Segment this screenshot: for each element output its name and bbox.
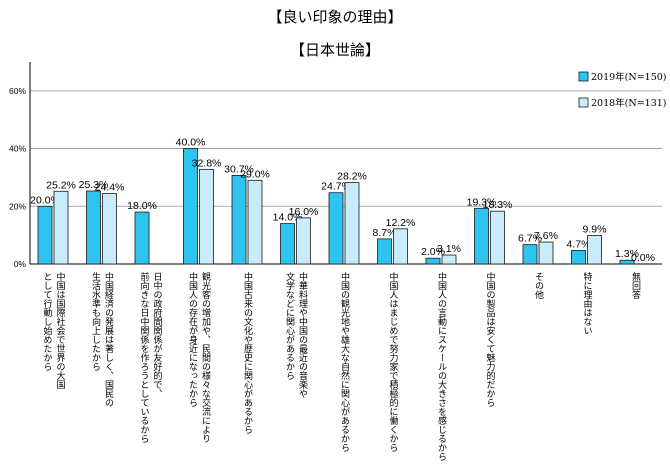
category-label: 中国人の存在が身近になったから <box>187 271 198 407</box>
y-tick-label: 0% <box>14 259 27 269</box>
category-label: 中国経済の発展は著しく、国民の <box>103 271 114 407</box>
legend-swatch <box>578 71 589 82</box>
data-label: 40.0% <box>176 137 206 149</box>
data-label: 28.2% <box>337 171 367 183</box>
data-label: 25.2% <box>46 179 76 191</box>
category-label: 前向きな日中関係を作ろうとしているから <box>139 271 150 443</box>
data-label: 8.7% <box>373 227 397 239</box>
bar-2018 <box>102 193 117 265</box>
y-tick-label: 60% <box>9 86 26 96</box>
chart-title: 【良い印象の理由】 <box>267 8 403 26</box>
data-label: 32.8% <box>192 157 222 169</box>
bar-2018 <box>344 182 360 265</box>
bar-2018 <box>199 168 214 265</box>
bar-2019 <box>231 175 247 265</box>
bar-2018 <box>490 210 505 265</box>
data-label: 3.1% <box>437 243 461 255</box>
data-label: 24.7% <box>321 181 351 193</box>
bar-2018 <box>393 228 408 265</box>
data-label: 24.4% <box>95 182 125 194</box>
bar-2019 <box>377 238 392 265</box>
bar-2018 <box>53 190 69 265</box>
data-label: 30.7% <box>224 163 254 175</box>
bar-2018 <box>296 217 311 265</box>
legend-swatch <box>578 97 589 108</box>
category-label: 生活水準も向上したから <box>90 271 101 371</box>
category-label: 観光客の増加や、民間の様々な交流により <box>200 271 211 443</box>
bar-2019 <box>474 207 489 265</box>
data-label: 14.0% <box>273 212 303 224</box>
bar-2019 <box>571 250 586 265</box>
data-label: 1.3% <box>615 248 639 260</box>
category-label: 文学などに関心があるから <box>284 271 295 380</box>
bar-2018 <box>538 241 554 265</box>
data-label: 2.0% <box>421 246 445 258</box>
category-label: 中国古来の文化や歴史に関心があるから <box>242 271 253 434</box>
data-label: 12.2% <box>386 217 416 229</box>
data-label: 7.6% <box>534 230 558 242</box>
data-label: 19.3% <box>467 196 497 208</box>
category-label: 中華料理や中国の最近の音楽や <box>297 271 308 398</box>
bar-2019 <box>280 223 295 265</box>
bar-2019 <box>37 205 53 265</box>
category-label: その他 <box>533 272 544 300</box>
bar-2019 <box>619 259 635 265</box>
category-label: 中国は国際社会で世界の大国 <box>55 271 66 390</box>
y-tick-label: 20% <box>9 201 26 211</box>
category-label: 特に理由はない <box>582 271 593 335</box>
category-label: 無回答 <box>630 271 641 300</box>
bar-2018 <box>587 235 602 265</box>
data-label: 20.0% <box>30 194 60 206</box>
legend-label: 2019年(N=150) <box>591 71 667 83</box>
bar-2019 <box>86 190 101 265</box>
bar-2018 <box>247 179 263 265</box>
data-label: 4.7% <box>567 238 591 250</box>
chart-subtitle: 【日本世論】 <box>289 41 380 59</box>
data-label: 18.3% <box>483 199 513 211</box>
bar-2018 <box>441 254 457 265</box>
category-label: 中国人の言動にスケールの大きさを感じるから <box>436 271 447 461</box>
category-label: として行動し始めたから <box>42 272 53 371</box>
bar-2019 <box>522 244 538 265</box>
data-label: 6.7% <box>518 233 542 245</box>
data-label: 16.0% <box>289 206 319 218</box>
bar-2019 <box>425 257 441 265</box>
y-tick-label: 40% <box>9 144 26 154</box>
legend-label: 2018年(N=131) <box>591 97 667 109</box>
category-label: 日中の政府間関係が友好的で、 <box>152 272 163 398</box>
data-label: 29.0% <box>240 168 270 180</box>
bar-2019 <box>183 148 198 265</box>
bar-2019 <box>328 192 344 265</box>
data-label: 9.9% <box>583 223 607 235</box>
bar-2019 <box>134 211 150 265</box>
category-label: 中国人はまじめで努力家で積極的に働くから <box>388 271 399 452</box>
data-label: 25.3% <box>79 179 109 191</box>
data-label: 18.0% <box>127 200 157 212</box>
category-label: 中国の観光地や雄大な自然に関心があるから <box>339 271 350 452</box>
data-label: 0.0% <box>631 252 655 264</box>
category-label: 中国の製品は安くて魅力的だから <box>485 271 496 407</box>
